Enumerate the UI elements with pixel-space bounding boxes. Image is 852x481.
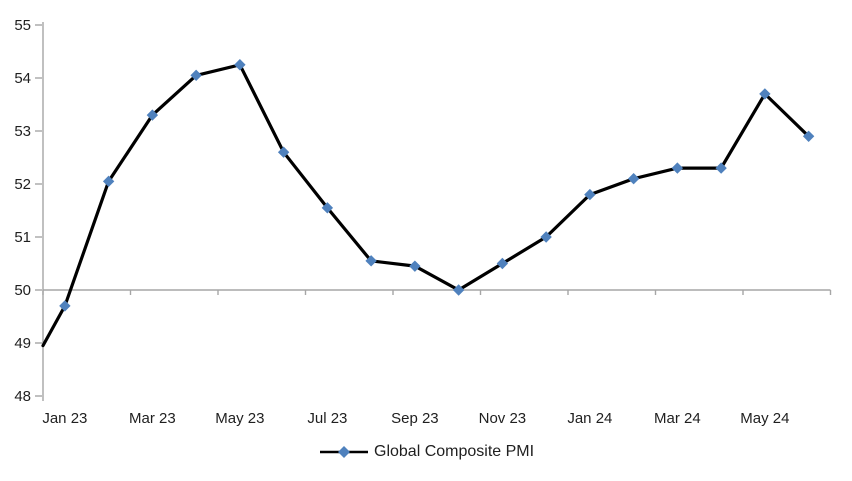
x-axis-tick-label: Jul 23 <box>307 410 347 427</box>
y-axis-tick-label: 55 <box>14 17 31 34</box>
chart-legend: Global Composite PMI <box>320 442 534 462</box>
data-point-marker <box>627 173 640 185</box>
y-axis-tick-label: 49 <box>14 335 31 352</box>
x-axis-tick-label: Jan 24 <box>567 410 612 427</box>
data-point-marker <box>365 255 377 267</box>
data-point-marker <box>234 59 246 71</box>
data-point-marker <box>759 88 771 100</box>
y-axis-tick-label: 50 <box>14 282 31 299</box>
y-axis-tick-label: 54 <box>14 70 31 87</box>
data-point-marker <box>540 231 552 243</box>
series-line <box>41 62 811 348</box>
y-axis: 48 49 50 51 52 53 54 55 <box>14 17 44 405</box>
x-axis <box>42 289 832 295</box>
data-point-marker <box>452 284 465 296</box>
y-axis-tick-label: 48 <box>14 388 31 405</box>
data-point-marker <box>496 257 509 270</box>
x-axis-tick-label: Sep 23 <box>391 410 439 427</box>
y-axis-tick-label: 51 <box>14 229 31 246</box>
x-axis-tick-label: Mar 24 <box>654 410 701 427</box>
data-point-marker <box>102 175 115 188</box>
x-axis-labels: Jan 23 Mar 23 May 23 Jul 23 Sep 23 Nov 23 Jan … <box>42 410 789 427</box>
x-axis-tick-label: Jan 23 <box>42 410 87 427</box>
data-point-marker <box>409 260 421 272</box>
data-point-marker <box>190 69 202 82</box>
data-point-marker <box>321 202 334 214</box>
data-point-marker <box>671 162 684 174</box>
series-markers <box>59 59 815 312</box>
series-global-composite-pmi <box>41 62 811 348</box>
x-axis-tick-label: May 23 <box>215 410 264 427</box>
legend-label: Global Composite PMI <box>374 443 535 460</box>
x-axis-tick-label: Nov 23 <box>479 410 527 427</box>
data-point-marker <box>59 300 71 312</box>
y-axis-tick-label: 53 <box>14 123 31 140</box>
data-point-marker <box>802 130 815 142</box>
data-point-marker <box>277 146 290 158</box>
data-point-marker <box>584 188 596 201</box>
legend-line-marker-icon <box>320 446 368 458</box>
x-axis-tick-label: May 24 <box>740 410 789 427</box>
data-point-marker <box>715 162 727 174</box>
x-axis-tick-label: Mar 23 <box>129 410 176 427</box>
y-axis-tick-label: 52 <box>14 176 31 193</box>
data-point-marker <box>146 109 159 121</box>
